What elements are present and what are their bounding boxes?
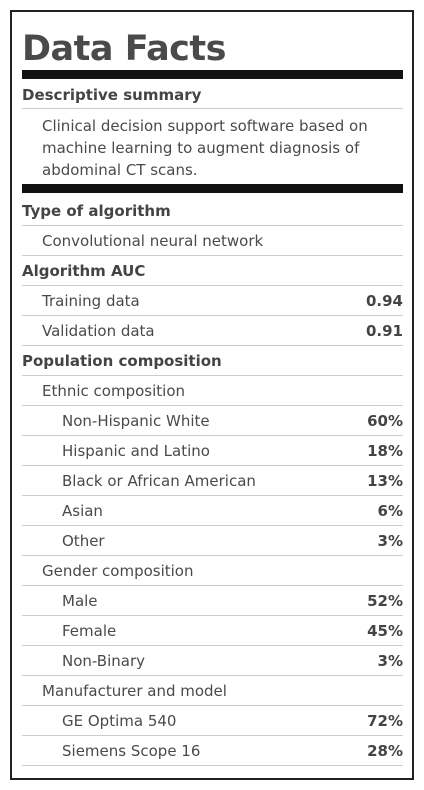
list-item: Other 3%	[22, 527, 403, 556]
manufacturer-heading: Manufacturer and model	[42, 682, 227, 700]
ethnic-value: 3%	[377, 532, 403, 550]
gender-heading-row: Gender composition	[22, 557, 403, 586]
manufacturer-label: GE Optima 540	[62, 712, 177, 730]
list-item: Male 52%	[22, 587, 403, 616]
auc-training-label: Training data	[42, 292, 140, 310]
list-item: Black or African American 13%	[22, 467, 403, 496]
manufacturer-heading-row: Manufacturer and model	[22, 677, 403, 706]
divider	[22, 615, 403, 616]
thick-divider	[22, 184, 403, 193]
auc-validation-value: 0.91	[365, 322, 403, 340]
gender-label: Non-Binary	[62, 652, 145, 670]
algorithm-type-heading-row: Type of algorithm	[22, 197, 403, 226]
list-item: Siemens Scope 16 28%	[22, 737, 403, 766]
divider	[22, 645, 403, 646]
divider	[22, 705, 403, 706]
population-heading: Population composition	[22, 352, 222, 370]
manufacturer-label: Siemens Scope 16	[62, 742, 201, 760]
list-item: Asian 6%	[22, 497, 403, 526]
divider	[22, 555, 403, 556]
divider	[22, 675, 403, 676]
auc-validation-label: Validation data	[42, 322, 155, 340]
manufacturer-value: 28%	[367, 742, 403, 760]
ethnic-label: Asian	[62, 502, 103, 520]
auc-row-training: Training data 0.94	[22, 287, 403, 316]
ethnic-value: 18%	[367, 442, 403, 460]
gender-value: 3%	[377, 652, 403, 670]
auc-row-validation: Validation data 0.91	[22, 317, 403, 346]
divider	[22, 108, 403, 109]
data-facts-card: Data Facts Descriptive summary Clinical …	[10, 10, 414, 780]
page-title: Data Facts	[22, 29, 227, 69]
divider	[22, 765, 403, 766]
gender-heading: Gender composition	[42, 562, 194, 580]
divider	[22, 285, 403, 286]
ethnic-value: 13%	[367, 472, 403, 490]
gender-label: Male	[62, 592, 98, 610]
divider	[22, 585, 403, 586]
auc-training-value: 0.94	[365, 292, 403, 310]
summary-text: Clinical decision support software based…	[42, 117, 368, 179]
list-item: Non-Binary 3%	[22, 647, 403, 676]
divider	[22, 405, 403, 406]
divider	[22, 315, 403, 316]
divider	[22, 255, 403, 256]
divider	[22, 525, 403, 526]
divider	[22, 435, 403, 436]
gender-value: 45%	[367, 622, 403, 640]
divider	[22, 735, 403, 736]
ethnic-value: 60%	[367, 412, 403, 430]
ethnic-label: Other	[62, 532, 105, 550]
list-item: Non-Hispanic White 60%	[22, 407, 403, 436]
ethnic-value: 6%	[377, 502, 403, 520]
list-item: GE Optima 540 72%	[22, 707, 403, 736]
divider	[22, 345, 403, 346]
auc-heading-row: Algorithm AUC	[22, 257, 403, 286]
divider	[22, 375, 403, 376]
auc-heading: Algorithm AUC	[22, 262, 146, 280]
thick-divider	[22, 70, 403, 79]
ethnic-label: Black or African American	[62, 472, 256, 490]
algorithm-type-heading: Type of algorithm	[22, 202, 171, 220]
gender-value: 52%	[367, 592, 403, 610]
list-item: Hispanic and Latino 18%	[22, 437, 403, 466]
summary-heading: Descriptive summary	[22, 86, 202, 104]
list-item: Female 45%	[22, 617, 403, 646]
manufacturer-value: 72%	[367, 712, 403, 730]
population-heading-row: Population composition	[22, 347, 403, 376]
divider	[22, 225, 403, 226]
ethnic-heading-row: Ethnic composition	[22, 377, 403, 406]
gender-label: Female	[62, 622, 117, 640]
ethnic-label: Hispanic and Latino	[62, 442, 210, 460]
algorithm-type-value: Convolutional neural network	[42, 232, 264, 250]
ethnic-label: Non-Hispanic White	[62, 412, 210, 430]
divider	[22, 465, 403, 466]
divider	[22, 495, 403, 496]
ethnic-heading: Ethnic composition	[42, 382, 186, 400]
algorithm-type-row: Convolutional neural network	[22, 227, 403, 256]
summary-heading-row: Descriptive summary	[22, 81, 403, 110]
